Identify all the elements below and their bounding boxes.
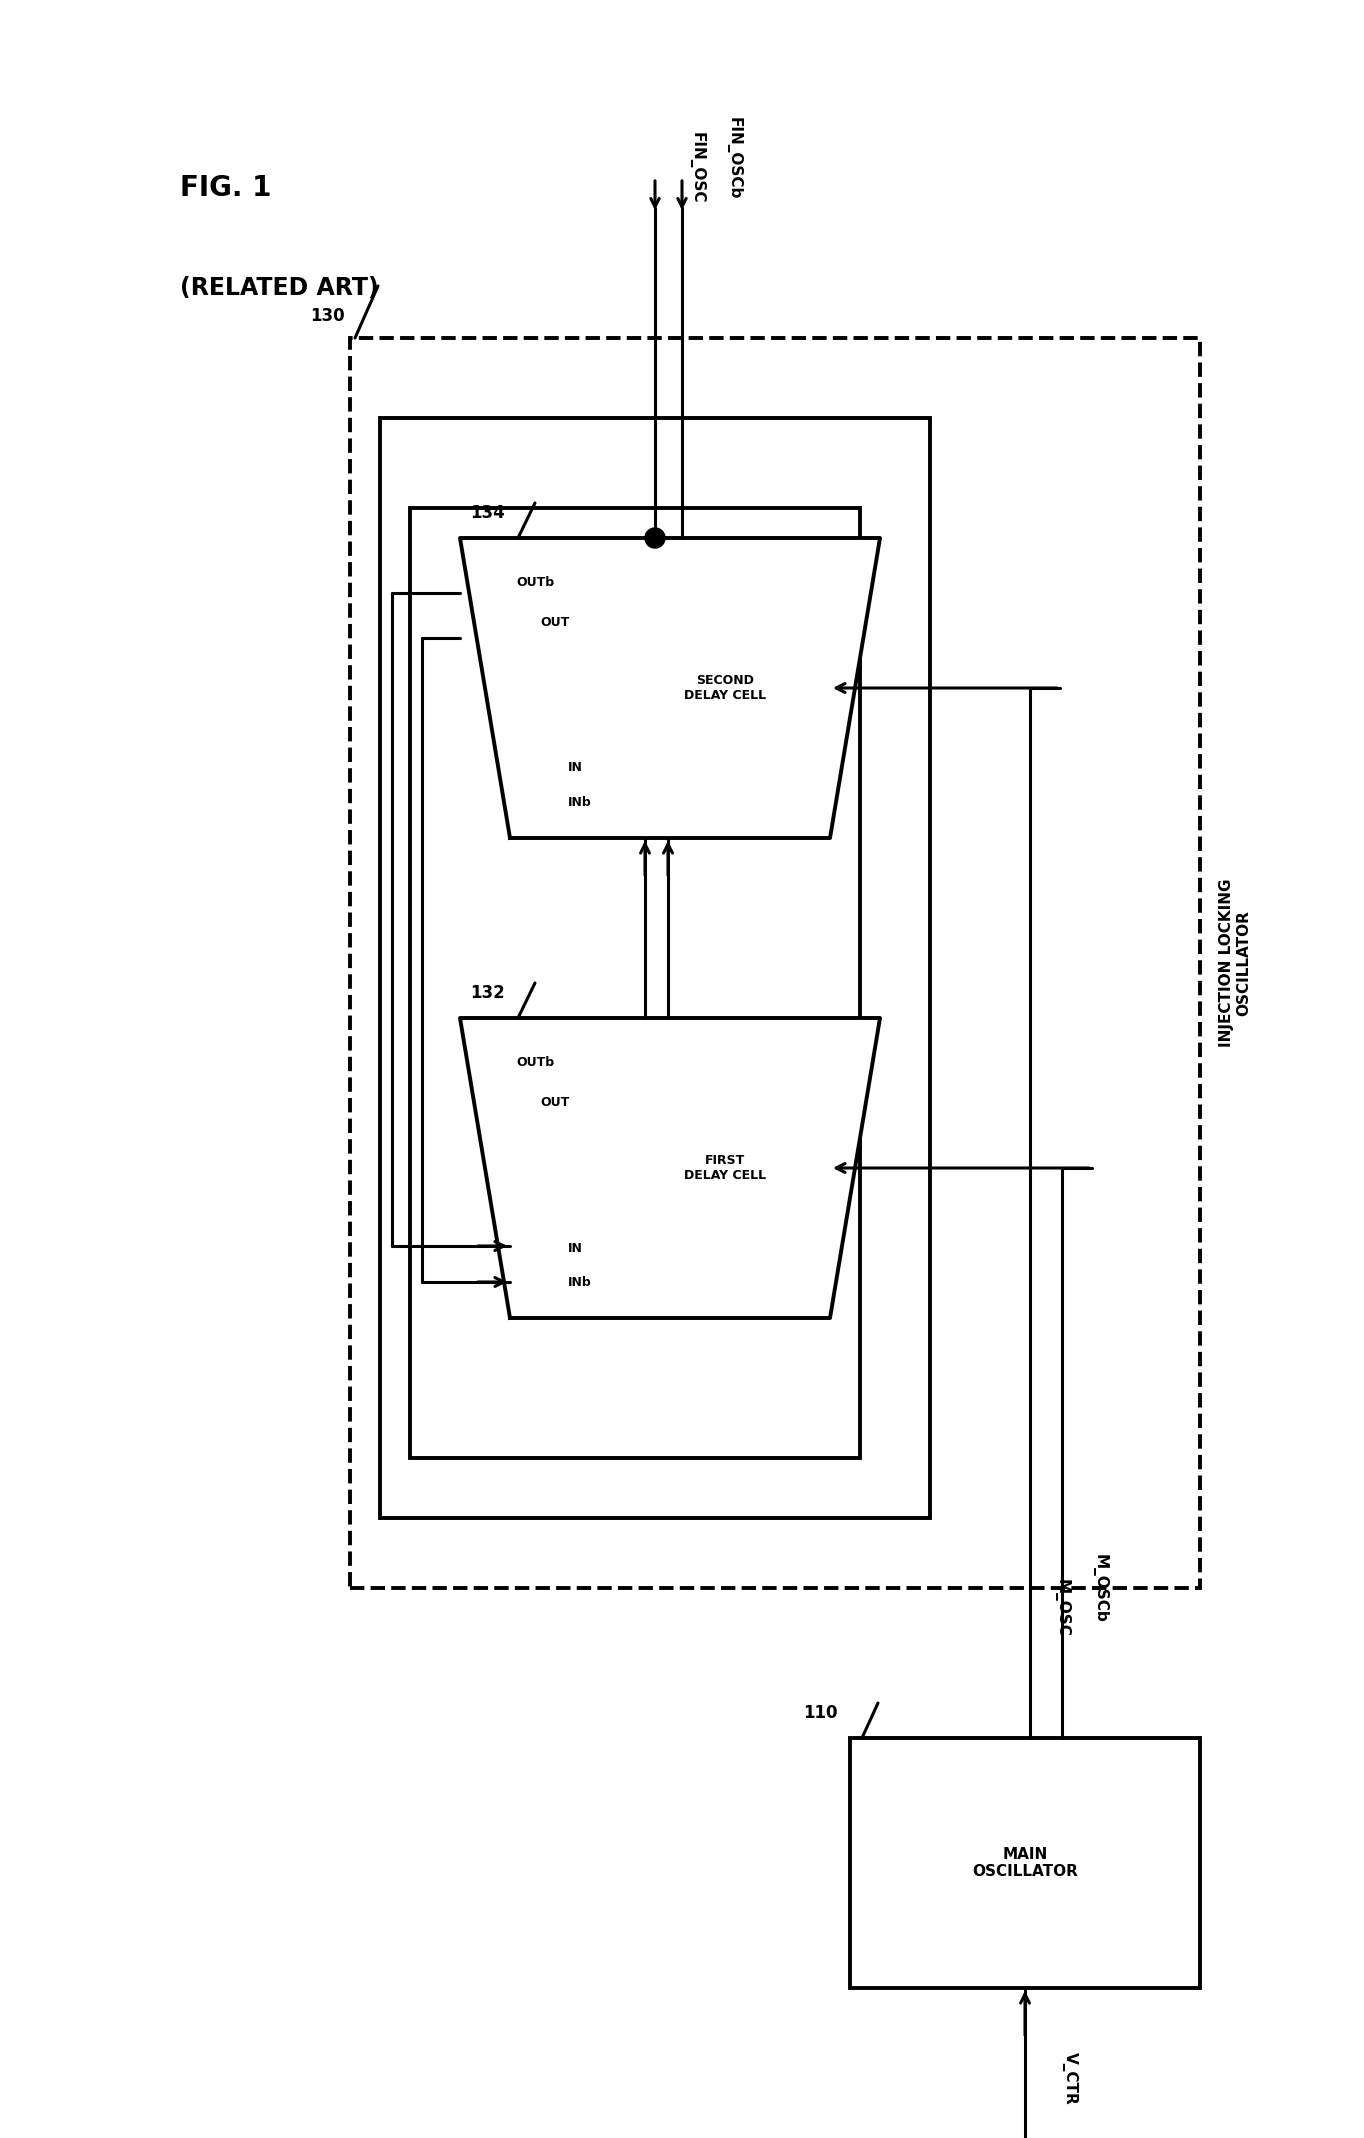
Text: 134: 134 [471, 505, 505, 522]
Text: OUTb: OUTb [516, 577, 554, 590]
Text: FIG. 1: FIG. 1 [180, 173, 271, 201]
Text: 132: 132 [471, 983, 505, 1003]
Text: FIN_OSCb: FIN_OSCb [726, 118, 742, 199]
Text: 110: 110 [803, 1704, 837, 1721]
Text: V_CTR: V_CTR [1063, 2052, 1078, 2104]
Text: FIRST
DELAY CELL: FIRST DELAY CELL [683, 1155, 767, 1182]
Text: M_OSC: M_OSC [1054, 1580, 1069, 1638]
Bar [351, 338, 1200, 1589]
Text: OUTb: OUTb [516, 1056, 554, 1069]
Text: INb: INb [569, 1276, 592, 1289]
Text: IN: IN [567, 761, 582, 774]
Text: OUT: OUT [540, 616, 570, 629]
Text: INJECTION LOCKING
OSCILLATOR: INJECTION LOCKING OSCILLATOR [1219, 879, 1251, 1048]
Text: 130: 130 [311, 308, 345, 325]
Bar [411, 509, 859, 1458]
Polygon shape [460, 539, 880, 838]
Text: SECOND
DELAY CELL: SECOND DELAY CELL [683, 673, 767, 701]
Text: M_OSCb: M_OSCb [1093, 1554, 1108, 1623]
Text: MAIN
OSCILLATOR: MAIN OSCILLATOR [973, 1847, 1078, 1879]
Text: OUT: OUT [540, 1097, 570, 1110]
Text: FIN_OSC: FIN_OSC [689, 133, 705, 203]
Bar [381, 419, 930, 1518]
Bar [850, 1738, 1200, 1988]
Circle shape [645, 528, 666, 547]
Text: (RELATED ART): (RELATED ART) [180, 276, 379, 299]
Text: INb: INb [569, 797, 592, 810]
Polygon shape [460, 1018, 880, 1317]
Text: IN: IN [567, 1242, 582, 1255]
